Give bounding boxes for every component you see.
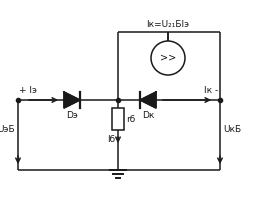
Polygon shape (140, 92, 156, 108)
Text: Iк=U₂₁БIэ: Iк=U₂₁БIэ (146, 20, 190, 29)
Text: rб: rб (126, 114, 135, 124)
Text: >>: >> (160, 53, 176, 63)
Text: Dк: Dк (142, 111, 154, 120)
Text: UэБ: UэБ (0, 126, 15, 135)
Text: UкБ: UкБ (223, 126, 241, 135)
Text: Iб: Iб (107, 135, 115, 145)
Text: Dэ: Dэ (66, 111, 78, 120)
Text: + Iэ: + Iэ (19, 86, 37, 95)
Text: Iк -: Iк - (204, 86, 218, 95)
Bar (112, 108, 124, 130)
Polygon shape (64, 92, 80, 108)
